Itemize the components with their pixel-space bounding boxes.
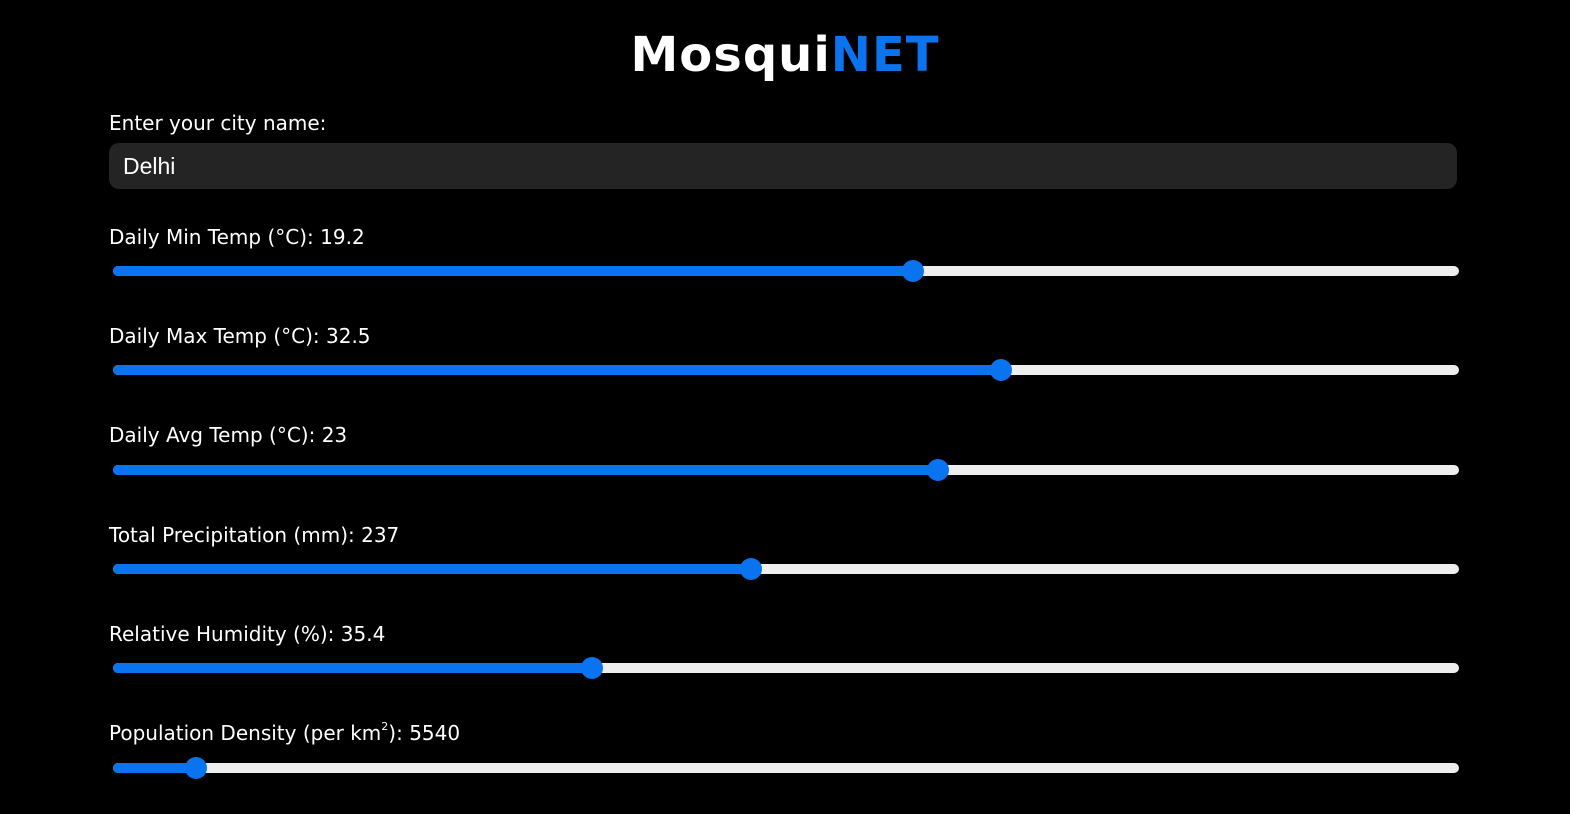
slider-fill	[113, 763, 197, 773]
slider-thumb[interactable]	[990, 359, 1013, 381]
humidity-slider[interactable]	[113, 654, 1459, 682]
population-density-label-text: Population Density (per km	[109, 721, 382, 745]
precipitation-slider[interactable]	[113, 555, 1459, 583]
slider-thumb[interactable]	[581, 657, 604, 679]
avg-temp-label-text: Daily Avg Temp (°C):	[109, 423, 322, 447]
max-temp-label: Daily Max Temp (°C): 32.5	[109, 324, 371, 348]
min-temp-label-text: Daily Min Temp (°C):	[109, 225, 321, 249]
precipitation-label: Total Precipitation (mm): 237	[109, 523, 399, 547]
min-temp-label: Daily Min Temp (°C): 19.2	[109, 225, 365, 249]
avg-temp-slider[interactable]	[113, 456, 1459, 484]
max-temp-label-text: Daily Max Temp (°C):	[109, 324, 326, 348]
slider-track	[113, 564, 1459, 574]
avg-temp-value: 23	[321, 423, 348, 447]
slider-fill	[113, 663, 593, 673]
title-main: Mosqui	[630, 27, 831, 83]
precipitation-label-text: Total Precipitation (mm):	[109, 523, 362, 547]
slider-fill	[113, 564, 751, 574]
slider-fill	[113, 365, 1002, 375]
slider-track	[113, 763, 1459, 773]
population-density-value: 5540	[409, 721, 461, 745]
city-label: Enter your city name:	[109, 111, 327, 135]
min-temp-slider[interactable]	[113, 257, 1459, 285]
slider-thumb[interactable]	[927, 459, 950, 481]
slider-thumb[interactable]	[185, 757, 208, 779]
max-temp-value: 32.5	[326, 324, 371, 348]
min-temp-value: 19.2	[320, 225, 365, 249]
humidity-label-text: Relative Humidity (%):	[109, 622, 341, 646]
slider-track	[113, 663, 1459, 673]
title-accent: NET	[830, 27, 940, 83]
humidity-label: Relative Humidity (%): 35.4	[109, 622, 385, 646]
slider-thumb[interactable]	[901, 260, 924, 282]
app-title: MosquiNET	[0, 26, 1570, 84]
slider-thumb[interactable]	[740, 558, 762, 580]
population-density-slider[interactable]	[113, 754, 1459, 782]
precipitation-value: 237	[361, 523, 400, 547]
population-density-label: Population Density (per km2): 5540	[109, 721, 460, 745]
humidity-value: 35.4	[340, 622, 386, 646]
superscript-two: 2	[381, 720, 389, 734]
population-density-label-suffix: ):	[388, 721, 410, 745]
slider-fill	[113, 465, 939, 475]
city-input[interactable]	[109, 143, 1457, 189]
avg-temp-label: Daily Avg Temp (°C): 23	[109, 423, 347, 447]
slider-fill	[113, 266, 913, 276]
max-temp-slider[interactable]	[113, 356, 1459, 384]
